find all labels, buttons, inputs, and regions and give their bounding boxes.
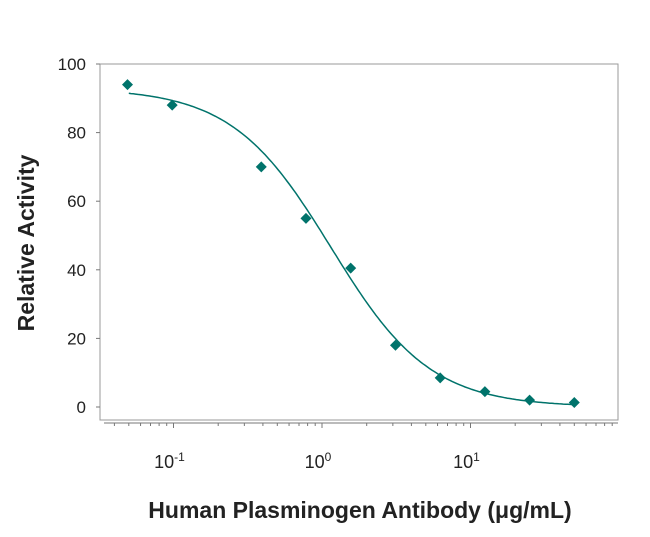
y-ticks: 0 20 40 60 80 100 [58,55,100,417]
y-tick-label: 40 [67,261,86,280]
plot-frame [99,63,619,421]
data-points [121,79,580,409]
x-tick-label: 100 [305,450,332,472]
data-point [255,161,267,173]
x-axis-label: Human Plasminogen Antibody (μg/mL) [148,497,571,523]
data-point [479,386,491,398]
y-tick-label: 60 [67,192,86,211]
y-tick-label: 20 [67,329,86,348]
data-point [434,372,446,384]
data-point [166,99,178,111]
data-point [121,79,133,91]
data-point [568,397,580,409]
x-tick-label: 101 [453,450,480,472]
data-point [524,394,536,406]
y-tick-label: 80 [67,124,86,143]
x-ticks: 10-1 100 101 [113,423,613,472]
x-tick-label: 10-1 [154,450,185,472]
data-point [300,212,312,224]
y-tick-label: 0 [77,398,86,417]
data-point [345,262,357,274]
y-axis-label: Relative Activity [13,154,39,331]
y-tick-label: 100 [58,55,86,74]
fit-curve [128,92,575,406]
data-point [389,339,401,351]
